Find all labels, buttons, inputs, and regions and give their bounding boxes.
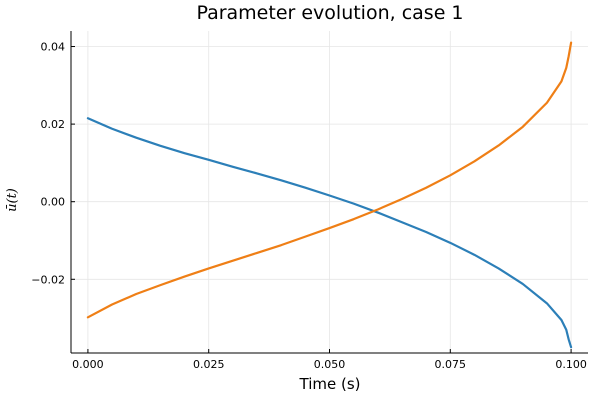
series-line-1 (86, 117, 573, 349)
x-tick-label-4: 0.100 (555, 358, 587, 371)
y-tick-label-2: 0.02 (41, 118, 66, 131)
x-tick-label-2: 0.050 (314, 358, 346, 371)
x-tick-label-3: 0.075 (435, 358, 467, 371)
series-line-2 (86, 41, 573, 319)
x-axis-title: Time (s) (299, 375, 361, 393)
y-tick-label-3: 0.04 (41, 41, 66, 54)
x-tick-label-0: 0.000 (72, 358, 104, 371)
chart-title: Parameter evolution, case 1 (196, 2, 463, 24)
y-axis-title: ū(t) (5, 188, 20, 212)
y-tick-label-0: −0.02 (31, 273, 65, 286)
y-tick-label-1: 0.00 (41, 196, 66, 209)
x-tick-label-1: 0.025 (193, 358, 225, 371)
